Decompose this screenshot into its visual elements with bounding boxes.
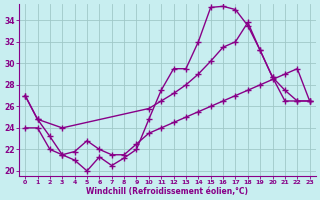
X-axis label: Windchill (Refroidissement éolien,°C): Windchill (Refroidissement éolien,°C) — [86, 187, 248, 196]
